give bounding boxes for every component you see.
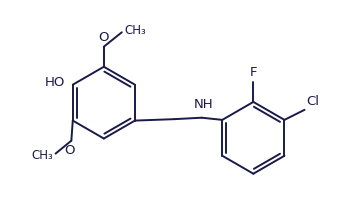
Text: F: F	[250, 66, 257, 79]
Text: CH₃: CH₃	[125, 24, 147, 37]
Text: CH₃: CH₃	[31, 149, 53, 162]
Text: O: O	[99, 31, 109, 44]
Text: O: O	[64, 144, 74, 157]
Text: Cl: Cl	[307, 95, 320, 108]
Text: HO: HO	[45, 76, 66, 89]
Text: NH: NH	[194, 97, 214, 111]
